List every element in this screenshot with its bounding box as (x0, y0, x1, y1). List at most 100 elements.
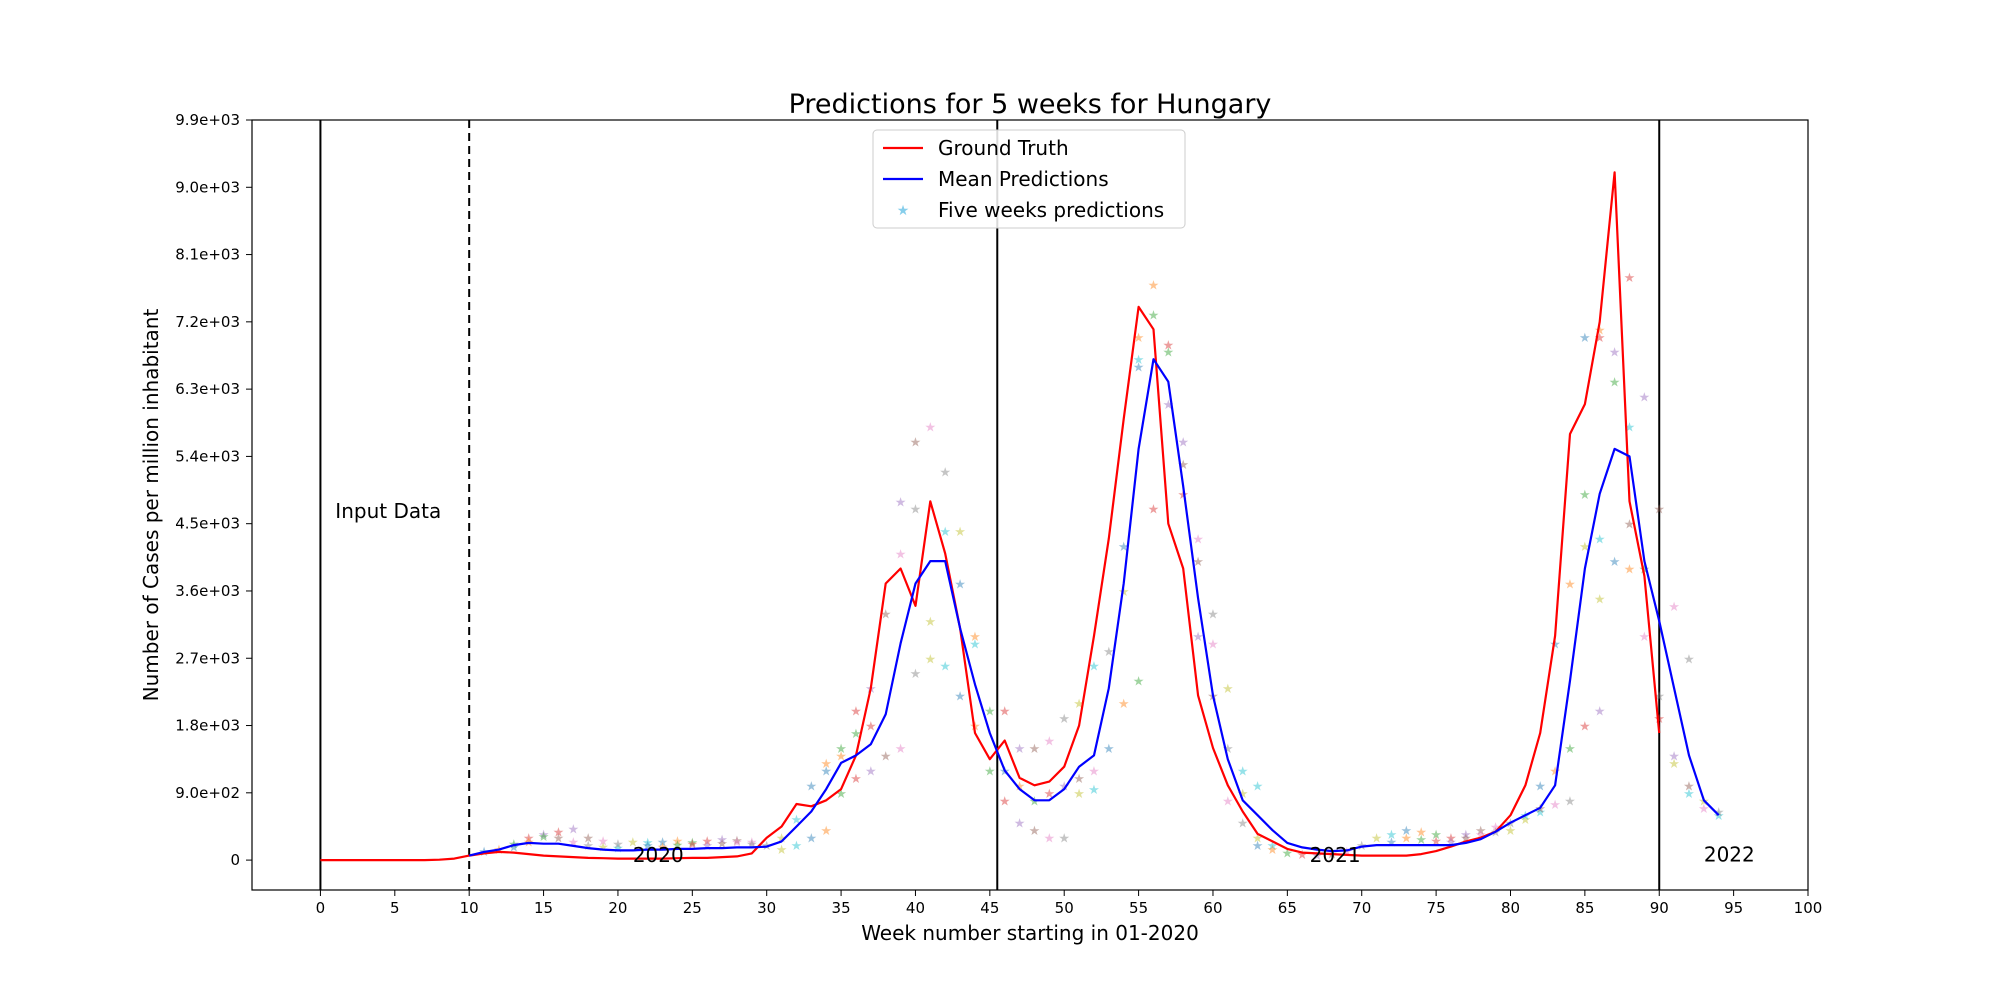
prediction-point: ★ (1653, 712, 1665, 727)
y-tick-label: 6.3e+03 (175, 380, 240, 398)
prediction-point: ★ (1073, 787, 1085, 802)
prediction-point: ★ (1445, 832, 1457, 847)
prediction-point: ★ (1267, 839, 1279, 854)
prediction-point: ★ (1475, 824, 1487, 839)
prediction-point: ★ (1371, 832, 1383, 847)
prediction-point: ★ (1014, 779, 1026, 794)
prediction-point: ★ (1460, 828, 1472, 843)
prediction-point: ★ (746, 838, 758, 853)
y-tick-label: 9.0e+03 (175, 178, 240, 196)
prediction-point: ★ (791, 839, 803, 854)
prediction-point: ★ (1564, 794, 1576, 809)
y-tick-label: 9.0e+02 (175, 784, 240, 802)
prediction-point: ★ (1386, 835, 1398, 850)
prediction-point: ★ (984, 705, 996, 720)
prediction-point: ★ (1133, 675, 1145, 690)
prediction-point: ★ (1430, 828, 1442, 843)
prediction-point: ★ (1460, 832, 1472, 847)
prediction-point: ★ (939, 525, 951, 540)
prediction-point: ★ (1639, 391, 1651, 406)
y-axis-label: Number of Cases per million inhabitant (139, 309, 163, 702)
y-axis: 0 9.0e+02 1.8e+03 2.7e+03 3.6e+03 4.5e+03 5.4e… (175, 111, 252, 869)
prediction-point: ★ (597, 841, 609, 856)
y-tick-label: 5.4e+03 (175, 447, 240, 465)
prediction-point: ★ (1058, 779, 1070, 794)
prediction-point: ★ (1668, 600, 1680, 615)
prediction-point: ★ (820, 824, 832, 839)
prediction-point: ★ (1118, 697, 1130, 712)
prediction-point: ★ (612, 838, 624, 853)
legend-mean-predictions-label: Mean Predictions (938, 167, 1109, 191)
prediction-point: ★ (1207, 607, 1219, 622)
prediction-point: ★ (1088, 783, 1100, 798)
x-tick-label: 65 (1278, 899, 1297, 917)
prediction-point: ★ (1579, 540, 1591, 555)
prediction-point: ★ (820, 764, 832, 779)
prediction-point: ★ (1624, 421, 1636, 436)
prediction-point: ★ (1624, 563, 1636, 578)
y-tick-label: 9.9e+03 (175, 111, 240, 129)
x-tick-label: 45 (980, 899, 999, 917)
x-tick-label: 5 (390, 899, 400, 917)
prediction-point: ★ (1029, 824, 1041, 839)
prediction-point: ★ (939, 660, 951, 675)
legend: Ground Truth Mean Predictions ★ Five wee… (872, 129, 1186, 229)
prediction-point: ★ (1386, 828, 1398, 843)
prediction-point: ★ (627, 835, 639, 850)
prediction-point: ★ (865, 764, 877, 779)
prediction-point: ★ (553, 826, 565, 841)
y-tick-label: 3.6e+03 (175, 582, 240, 600)
x-tick-label: 80 (1501, 899, 1520, 917)
prediction-point: ★ (686, 836, 698, 851)
prediction-point: ★ (1207, 637, 1219, 652)
prediction-point: ★ (1148, 308, 1160, 323)
prediction-point: ★ (1311, 849, 1323, 864)
prediction-point: ★ (1549, 764, 1561, 779)
prediction-point: ★ (1222, 794, 1234, 809)
prediction-point: ★ (1073, 697, 1085, 712)
y-tick-label: 4.5e+03 (175, 515, 240, 533)
x-tick-label: 25 (683, 899, 702, 917)
prediction-point: ★ (582, 839, 594, 854)
prediction-point: ★ (1177, 435, 1189, 450)
prediction-point: ★ (984, 764, 996, 779)
prediction-point: ★ (1594, 331, 1606, 346)
prediction-point: ★ (954, 525, 966, 540)
prediction-point: ★ (776, 843, 788, 858)
vertical-lines (319, 120, 1661, 890)
x-tick-label: 90 (1650, 899, 1669, 917)
prediction-point: ★ (1044, 832, 1056, 847)
prediction-point: ★ (1282, 847, 1294, 862)
prediction-point: ★ (1103, 742, 1115, 757)
prediction-point: ★ (1579, 720, 1591, 735)
prediction-point: ★ (1549, 798, 1561, 813)
prediction-point: ★ (716, 833, 728, 848)
y-tick-label: 0 (230, 851, 240, 869)
prediction-point: ★ (791, 813, 803, 828)
prediction-point: ★ (1698, 802, 1710, 817)
prediction-point: ★ (1296, 848, 1308, 863)
prediction-point: ★ (1609, 346, 1621, 361)
prediction-point: ★ (865, 720, 877, 735)
y-tick-label: 8.1e+03 (175, 246, 240, 264)
prediction-point: ★ (1564, 742, 1576, 757)
prediction-point: ★ (1341, 845, 1353, 860)
prediction-point: ★ (805, 779, 817, 794)
prediction-point: ★ (1683, 779, 1695, 794)
prediction-point: ★ (954, 577, 966, 592)
prediction-point: ★ (1609, 376, 1621, 391)
prediction-point: ★ (612, 841, 624, 856)
y-tick-label: 2.7e+03 (175, 649, 240, 667)
prediction-point: ★ (1192, 533, 1204, 548)
prediction-point: ★ (1653, 503, 1665, 518)
prediction-point: ★ (1683, 787, 1695, 802)
prediction-point: ★ (582, 832, 594, 847)
prediction-point: ★ (1564, 577, 1576, 592)
prediction-point: ★ (731, 835, 743, 850)
prediction-point: ★ (1014, 817, 1026, 832)
prediction-point: ★ (1014, 742, 1026, 757)
prediction-point: ★ (1163, 398, 1175, 413)
prediction-point: ★ (1475, 828, 1487, 843)
prediction-point: ★ (1594, 592, 1606, 607)
